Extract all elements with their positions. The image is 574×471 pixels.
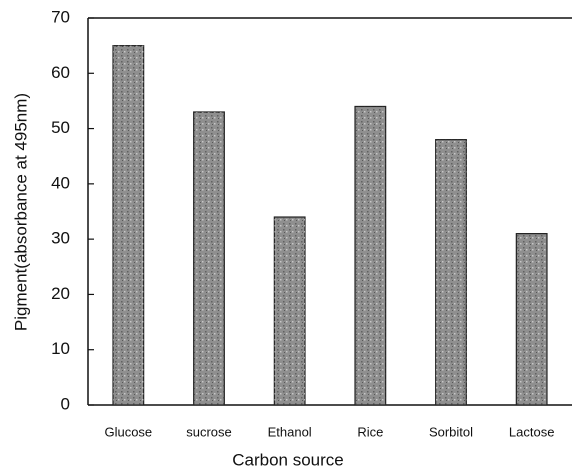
x-tick-label: Rice	[357, 424, 383, 439]
bar-texture	[193, 111, 225, 405]
x-tick-label: Ethanol	[268, 424, 312, 439]
y-tick-label: 20	[51, 284, 70, 303]
y-tick-label: 60	[51, 63, 70, 82]
x-tick-label: sucrose	[186, 424, 232, 439]
y-tick-label: 70	[51, 7, 70, 26]
x-axis-title: Carbon source	[232, 450, 344, 469]
bar-texture	[274, 217, 305, 405]
y-tick-label: 0	[61, 394, 70, 413]
y-tick-label: 50	[51, 118, 70, 137]
y-tick-label: 40	[51, 173, 70, 192]
bar-texture	[516, 233, 547, 405]
x-tick-label: Lactose	[509, 424, 555, 439]
y-axis-title: Pigment(absorbance at 495nm)	[11, 93, 30, 331]
y-tick-label: 30	[51, 229, 70, 248]
x-tick-label: Sorbitol	[429, 424, 473, 439]
x-tick-label: Glucose	[104, 424, 152, 439]
y-tick-label: 10	[51, 339, 70, 358]
bar-texture	[113, 45, 144, 406]
bar-texture	[355, 106, 386, 405]
bar-texture	[435, 139, 467, 405]
